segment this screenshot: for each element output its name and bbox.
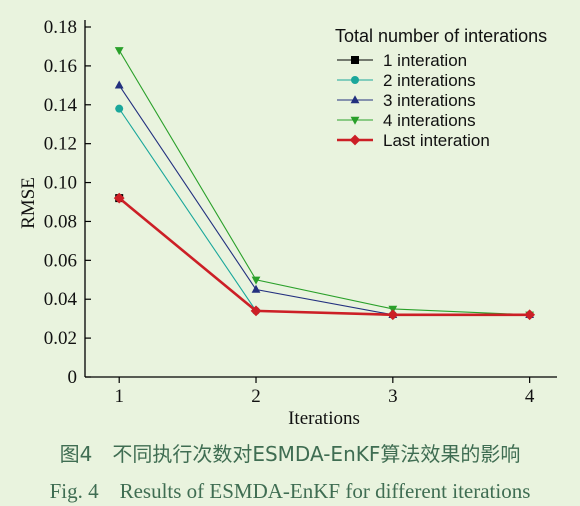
y-tick-label: 0.16 <box>44 56 77 77</box>
x-tick-label: 4 <box>525 386 535 407</box>
y-tick-label: 0.08 <box>44 211 77 232</box>
legend-marker <box>350 95 360 104</box>
y-tick-label: 0.14 <box>44 95 78 116</box>
legend-title: Total number of interations <box>335 26 547 46</box>
series-4-point <box>114 47 124 56</box>
legend-label: Last interation <box>383 131 490 150</box>
y-tick-label: 0.10 <box>44 173 77 194</box>
series-3-point <box>251 284 261 293</box>
x-tick-label: 1 <box>114 386 124 407</box>
legend-marker <box>350 116 360 125</box>
legend-marker <box>351 76 359 84</box>
series-4-point <box>251 276 261 285</box>
y-axis-label: RMSE <box>18 177 39 229</box>
y-tick-label: 0.06 <box>44 250 77 271</box>
y-tick-label: 0.18 <box>44 17 77 38</box>
series-line-5 <box>118 197 530 317</box>
rmse-line-chart: 0 0.02 0.04 0.06 0.08 0.10 0.12 0.14 0.16 0.18 1 2 3… <box>18 17 557 429</box>
series-5-point <box>250 305 262 317</box>
y-tick-label: 0 <box>68 367 78 388</box>
y-tick-label: 0.04 <box>44 289 78 310</box>
x-tick-label: 3 <box>388 386 398 407</box>
series-3-point <box>114 80 124 89</box>
figure-caption-chinese: 图4 不同执行次数对ESMDA-EnKF算法效果的影响 <box>59 442 521 466</box>
legend-label: 2 interations <box>383 71 476 90</box>
legend-label: 3 interations <box>383 91 476 110</box>
legend-label: 4 interations <box>383 111 476 130</box>
legend-marker <box>349 134 361 146</box>
y-tick-label: 0.02 <box>44 328 77 349</box>
legend-label: 1 interation <box>383 51 467 70</box>
x-tick-label: 2 <box>251 386 261 407</box>
series-5-point <box>387 309 399 321</box>
legend-marker <box>351 56 359 64</box>
series-line-4 <box>118 50 530 316</box>
x-axis-label: Iterations <box>288 408 360 429</box>
series-5-point <box>113 192 125 204</box>
series-2-point <box>115 104 124 113</box>
figure-caption-english: Fig. 4 Results of ESMDA-EnKF for differe… <box>49 479 531 503</box>
series-5-point <box>524 309 536 321</box>
y-tick-label: 0.12 <box>44 134 77 155</box>
